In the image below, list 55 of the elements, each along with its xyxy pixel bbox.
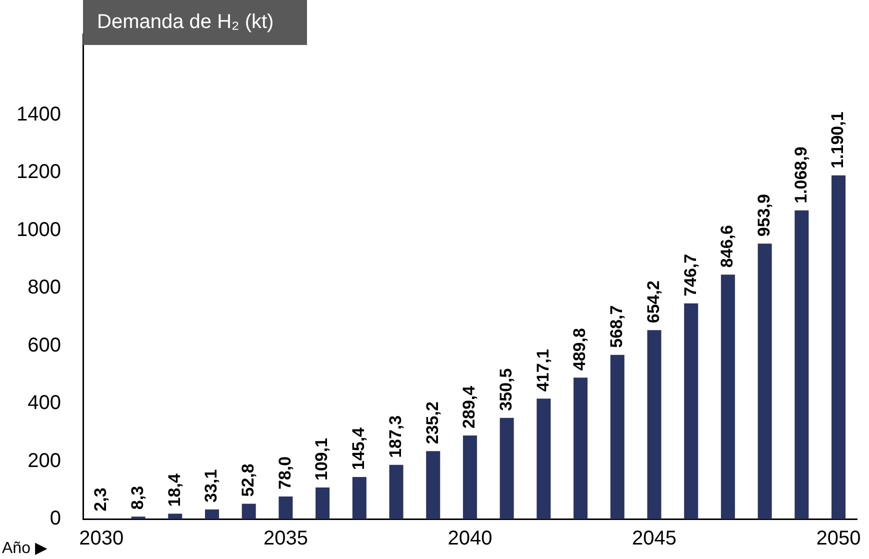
bar [758, 244, 772, 519]
y-tick-label: 1400 [16, 103, 61, 126]
data-label: 33,1 [202, 469, 221, 502]
bar [462, 435, 477, 519]
data-label: 350,5 [496, 368, 516, 411]
data-label: 654,2 [644, 280, 663, 324]
bar [794, 210, 809, 519]
x-tick-label: 2030 [79, 528, 124, 550]
bar [426, 451, 440, 519]
bar [352, 477, 366, 519]
y-tick-label: 800 [28, 276, 61, 299]
data-label: 417,1 [533, 349, 552, 392]
y-tick-label: 200 [28, 450, 61, 472]
data-label: 1.190,1 [828, 112, 848, 168]
x-tick-label: 2040 [448, 528, 492, 550]
bar [684, 303, 698, 519]
data-label: 568,7 [607, 305, 626, 348]
bar [574, 378, 588, 519]
data-label: 52,8 [238, 464, 258, 497]
y-tick-label: 600 [28, 334, 61, 356]
data-label: 78,0 [275, 456, 294, 490]
data-label: 145,4 [349, 426, 368, 470]
y-tick-label: 1200 [16, 161, 61, 184]
bar [168, 514, 182, 519]
data-label: 746,7 [680, 254, 700, 296]
bar [720, 274, 735, 519]
data-label: 187,3 [386, 415, 405, 458]
y-tick-label: 1000 [16, 218, 61, 241]
bar [832, 175, 846, 519]
bar [389, 464, 404, 519]
bar [242, 504, 256, 519]
data-label: 953,9 [754, 194, 774, 237]
data-label: 289,4 [460, 385, 479, 428]
chart-title: Demanda de H₂ (kt) [83, 0, 307, 45]
y-tick-label: 400 [28, 392, 61, 414]
x-tick-label: 2050 [816, 528, 861, 550]
bar [500, 418, 514, 519]
bar [204, 509, 219, 519]
data-label: 235,2 [422, 402, 442, 444]
x-tick-label: 2035 [263, 528, 308, 550]
data-label: 18,4 [164, 473, 184, 507]
data-label: 109,1 [312, 438, 332, 481]
data-label: 1.068,9 [791, 146, 810, 204]
x-axis-title: Año ▶ [2, 539, 47, 558]
bar [278, 496, 293, 519]
bar [647, 330, 662, 519]
bar [316, 488, 330, 519]
data-label: 489,8 [570, 328, 590, 371]
bar [536, 398, 551, 519]
data-label: 846,6 [718, 225, 737, 268]
bar [610, 354, 624, 519]
data-label: 8,3 [128, 486, 147, 510]
x-tick-label: 2045 [632, 528, 676, 550]
y-tick-label: 0 [50, 508, 61, 530]
data-label: 2,3 [91, 488, 110, 512]
